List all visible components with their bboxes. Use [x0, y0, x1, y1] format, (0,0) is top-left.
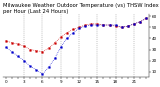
Text: Milwaukee Weather Outdoor Temperature (vs) THSW Index per Hour (Last 24 Hours): Milwaukee Weather Outdoor Temperature (v… — [3, 3, 159, 14]
